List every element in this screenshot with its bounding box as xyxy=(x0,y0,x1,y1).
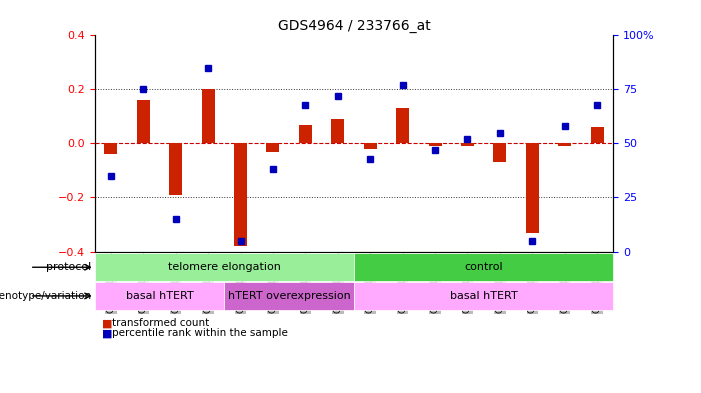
Bar xyxy=(396,108,409,143)
Bar xyxy=(224,282,354,310)
Bar xyxy=(354,282,613,310)
Text: ■: ■ xyxy=(102,328,112,338)
Bar xyxy=(461,143,474,146)
Text: transformed count: transformed count xyxy=(112,318,210,329)
Bar xyxy=(332,119,344,143)
Bar xyxy=(428,143,442,146)
Bar xyxy=(354,253,613,281)
Text: genotype/variation: genotype/variation xyxy=(0,291,91,301)
Text: protocol: protocol xyxy=(46,262,91,272)
Bar xyxy=(526,143,539,233)
Bar xyxy=(95,253,354,281)
Bar xyxy=(234,143,247,246)
Bar xyxy=(95,282,224,310)
Title: GDS4964 / 233766_at: GDS4964 / 233766_at xyxy=(278,19,430,33)
Text: basal hTERT: basal hTERT xyxy=(125,291,193,301)
Text: ■: ■ xyxy=(102,318,112,329)
Bar xyxy=(137,100,150,143)
Bar xyxy=(299,125,312,143)
Text: hTERT overexpression: hTERT overexpression xyxy=(228,291,350,301)
Bar xyxy=(494,143,506,162)
Bar xyxy=(364,143,376,149)
Bar xyxy=(202,89,215,143)
Bar xyxy=(169,143,182,195)
Bar xyxy=(104,143,117,154)
Text: percentile rank within the sample: percentile rank within the sample xyxy=(112,328,288,338)
Text: telomere elongation: telomere elongation xyxy=(168,262,281,272)
Text: basal hTERT: basal hTERT xyxy=(450,291,517,301)
Bar xyxy=(591,127,604,143)
Bar xyxy=(266,143,280,152)
Bar xyxy=(558,143,571,146)
Text: control: control xyxy=(464,262,503,272)
